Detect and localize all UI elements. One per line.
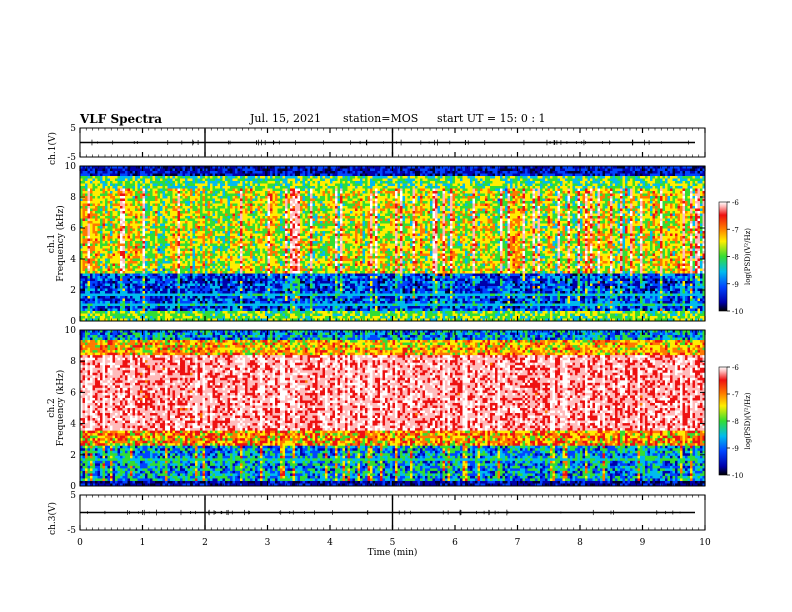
x-tick-label: 0 (77, 538, 83, 548)
y-tick-label: 5 (70, 124, 76, 134)
ch2-spectrogram (80, 330, 706, 487)
x-tick-label: 5 (390, 538, 396, 548)
y-tick-label: -5 (67, 153, 76, 163)
y-axis-channel-label: ch.2 (47, 398, 57, 417)
x-axis-label: Time (min) (368, 547, 418, 558)
y-tick-label: 0 (70, 317, 76, 327)
y-axis-label: ch.3(V) (47, 502, 58, 535)
y-tick-label: 4 (70, 420, 76, 430)
colorbar-tick-label: -10 (732, 308, 743, 316)
ch1-spectrogram (80, 166, 706, 322)
x-tick-label: 8 (577, 538, 583, 548)
x-tick-label: 10 (699, 538, 711, 548)
station-value: MOS (391, 112, 419, 125)
y-axis-channel-label: ch.1 (47, 234, 57, 253)
y-tick-label: 8 (70, 357, 76, 367)
colorbar-tick-label: -9 (732, 445, 739, 453)
colorbar-label: log(PSD)(V²/Hz) (744, 392, 752, 449)
colorbar-tick-label: -6 (732, 199, 739, 207)
colorbar-tick-label: -7 (732, 391, 739, 399)
colorbar-tick-label: -6 (732, 364, 739, 372)
y-tick-label: 5 (70, 491, 76, 501)
colorbar-tick-label: -8 (732, 254, 739, 262)
x-tick-label: 9 (640, 538, 646, 548)
station-label: station= (343, 112, 391, 125)
start-time-value: 15: 0 : 1 (500, 112, 546, 125)
y-tick-label: 2 (70, 451, 76, 461)
y-axis-label: Frequency (kHz) (55, 370, 66, 447)
colorbar-label: log(PSD)(V²/Hz) (744, 228, 752, 285)
y-tick-label: 10 (65, 162, 77, 172)
y-tick-label: 10 (65, 326, 77, 336)
colorbar-tick-label: -8 (732, 418, 739, 426)
start-time-info: start UT = 15: 0 : 1 (437, 112, 546, 125)
y-tick-label: 4 (70, 255, 76, 265)
date-label: Jul. 15, 2021 (250, 112, 321, 125)
x-tick-label: 6 (452, 538, 458, 548)
x-tick-label: 3 (265, 538, 271, 548)
x-tick-label: 4 (327, 538, 333, 548)
chart-title: VLF Spectra (80, 112, 162, 126)
station-info: station=MOS (343, 112, 418, 125)
colorbar (718, 201, 728, 312)
colorbar-tick-label: -7 (732, 226, 739, 234)
y-tick-label: 8 (70, 193, 76, 203)
y-axis-label: Frequency (kHz) (55, 205, 66, 282)
y-tick-label: 6 (70, 224, 76, 234)
x-tick-label: 1 (140, 538, 146, 548)
colorbar (718, 366, 728, 476)
y-axis-label: ch.1(V) (47, 132, 58, 165)
y-tick-label: 2 (70, 286, 76, 296)
colorbar-tick-label: -9 (732, 281, 739, 289)
colorbar-tick-label: -10 (732, 472, 743, 480)
x-tick-label: 2 (202, 538, 208, 548)
start-time-label: start UT = (437, 112, 496, 125)
x-tick-label: 7 (515, 538, 521, 548)
y-tick-label: 6 (70, 388, 76, 398)
y-tick-label: 0 (70, 482, 76, 492)
y-tick-label: -5 (67, 526, 76, 536)
